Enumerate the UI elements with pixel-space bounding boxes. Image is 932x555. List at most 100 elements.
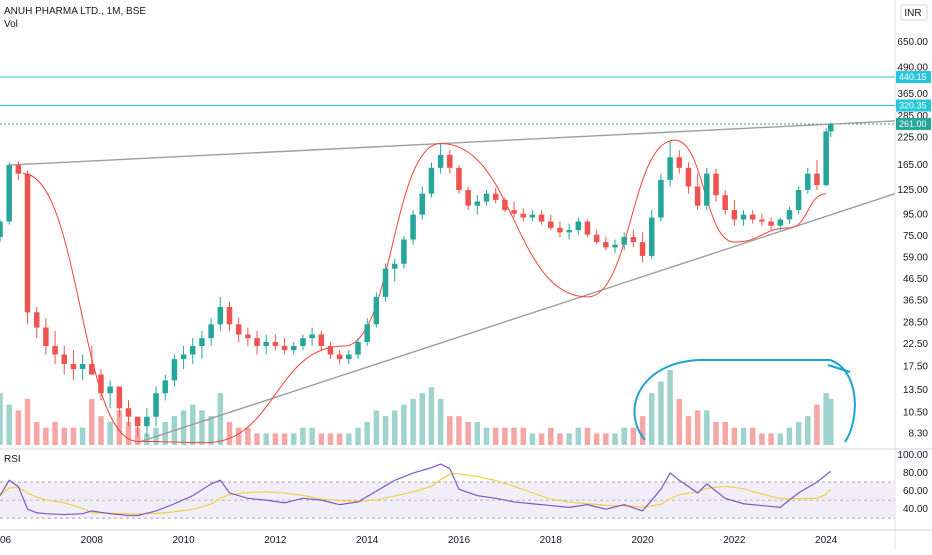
volume-bar [722,421,728,445]
volume-bar [226,421,233,445]
volume-bar [116,410,123,445]
candle-body [759,219,765,222]
volume-bar [419,393,426,445]
candle-body [805,173,811,191]
candle-body [419,193,426,215]
candle-body [639,242,646,256]
volume-bar [263,433,269,445]
time-tick-label: 2016 [448,535,471,546]
candle-body [107,386,113,394]
price-tick-label: 650.00 [897,37,928,48]
candle-body [566,230,572,233]
candle-body [43,327,49,346]
candle-body [33,312,40,328]
price-tick-label: 95.00 [903,210,928,221]
volume-bar [548,427,554,445]
candle-body [162,380,168,394]
volume-bar [79,427,86,445]
price-tick-label: 13.50 [903,385,928,396]
candle-body [465,190,471,206]
candle-body [667,157,673,180]
candle-body [89,363,95,375]
candle-body [437,154,444,168]
price-tick-label: 46.50 [903,274,928,285]
candle-body [428,167,435,194]
time-tick-label: 2008 [81,535,104,546]
candle-body [245,334,251,339]
price-tick-label: 225.00 [897,132,928,143]
volume-bar [428,387,435,445]
candle-body [768,221,774,226]
volume-bar [704,410,710,445]
volume-bar [410,398,416,445]
volume-label: Vol [4,19,18,30]
candle-body [648,217,655,256]
candle-body [483,193,490,202]
time-tick-label: 2014 [356,535,379,546]
candle-body [208,324,214,339]
volume-bar [557,433,563,445]
candle-body [593,234,600,243]
volume-bar [300,427,306,445]
volume-bar [511,427,517,445]
volume-bar [318,433,325,445]
candle-body [713,173,719,196]
volume-bar [290,433,297,445]
candle-body [740,214,747,220]
time-tick-label: 2018 [540,535,563,546]
candle-body [575,221,582,231]
candle-body [0,221,3,238]
candle-body [290,345,297,351]
price-tick-label: 59.00 [903,252,928,263]
volume-bar [667,370,673,445]
volume-bar [0,393,3,445]
candle-body [327,345,334,355]
volume-bar [6,404,12,445]
volume-bar [731,427,738,445]
trendline [9,120,896,166]
candle-body [79,363,86,370]
cup-curve [22,142,441,444]
candle-body [171,359,178,381]
volume-bar [566,433,572,445]
candle-body [557,227,563,233]
candle-body [511,210,517,214]
candle-body [603,242,609,248]
volume-bar [823,393,829,445]
candle-body [180,354,187,360]
volume-bar [694,410,701,445]
candle-body [704,173,710,206]
volume-bar [456,416,462,445]
candle-body [685,167,692,187]
candle-body [199,338,205,346]
volume-bar [474,421,481,445]
candle-body [447,154,453,168]
volume-bar [713,421,719,445]
candle-body [456,167,462,191]
volume-bar [125,421,132,445]
price-tick-label: 125.00 [897,185,928,196]
candle-body [217,306,224,325]
volume-bar [355,427,361,445]
volume-bar [382,416,389,445]
volume-bar [749,427,756,445]
volume-bar [777,433,784,445]
price-axis-panel [895,0,932,550]
rsi-title: RSI [4,454,21,465]
symbol-title: ANUH PHARMA LTD., 1M, BSE [4,6,147,17]
volume-bar [107,421,113,445]
price-tick-label: 8.30 [909,428,929,439]
candle-body [364,324,370,342]
volume-bar [575,427,582,445]
candle-body [630,237,637,243]
volume-bar [61,427,68,445]
candle-body [144,416,150,427]
volume-bar [447,416,453,445]
currency-box [900,4,928,21]
price-tick-label: 165.00 [897,160,928,171]
volume-bar [529,433,536,445]
candle-body [823,131,829,186]
candle-body [235,324,242,335]
volume-bar [437,398,444,445]
